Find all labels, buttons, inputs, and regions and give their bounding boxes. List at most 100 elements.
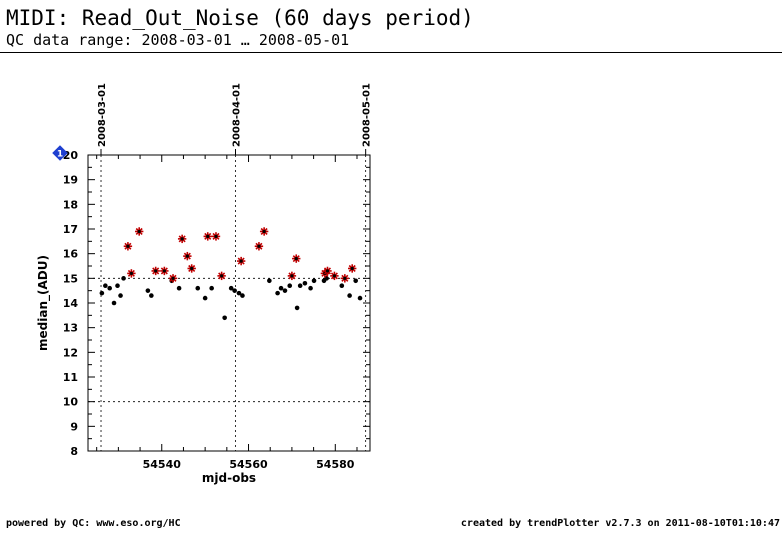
data-point-dot <box>308 285 313 291</box>
data-point-star <box>183 251 192 261</box>
y-axis-label: median_(ADU) <box>36 255 51 351</box>
y-tick-label: 10 <box>63 396 79 409</box>
star-center <box>257 244 261 248</box>
data-point-dot <box>176 285 182 291</box>
data-point-dot <box>232 288 237 293</box>
data-point-dot <box>240 293 245 298</box>
data-point-star <box>123 242 133 251</box>
y-tick-label: 15 <box>63 272 78 285</box>
data-point-star <box>292 254 301 263</box>
star-center <box>214 234 218 238</box>
date-marker-label: 2008-04-01 <box>232 83 243 147</box>
marker-badge-label: 1 <box>57 150 63 160</box>
ticks <box>88 149 370 452</box>
data-point-dot <box>287 283 293 289</box>
data-point-dot <box>297 283 303 289</box>
date-marker-label: 2008-03-01 <box>97 83 108 147</box>
star-center <box>162 269 166 273</box>
data-point-dot <box>311 278 317 284</box>
star-center <box>206 234 210 238</box>
trend-chart: 2008-03-01 2008-04-01 2008-05-01 8 9 10 11 12 13… <box>36 83 373 485</box>
data-point-dot <box>282 288 288 293</box>
star-center <box>180 237 184 241</box>
star-center <box>343 276 347 280</box>
star-center <box>129 271 133 275</box>
data-point-dot <box>302 280 308 286</box>
labels: 2008-03-01 2008-04-01 2008-05-01 8 9 10 11 12 13… <box>36 83 373 485</box>
data-point-star <box>287 271 297 281</box>
y-tick-label: 14 <box>63 297 79 310</box>
data-point-star <box>151 266 160 276</box>
footer-created-by: created by trendPlotter v2.7.3 on 2011-0… <box>460 518 780 529</box>
data-points <box>99 227 363 321</box>
star-center <box>154 269 158 273</box>
y-tick-label: 13 <box>63 322 78 335</box>
header-divider <box>0 52 782 53</box>
star-center <box>325 269 330 273</box>
data-point-dot <box>202 295 208 301</box>
x-tick-label: 54540 <box>143 458 182 471</box>
star-center <box>190 266 194 271</box>
data-point-star <box>160 266 169 276</box>
data-point-star <box>134 227 144 236</box>
grid-lines <box>88 155 370 451</box>
data-point-star <box>211 232 221 241</box>
star-center <box>220 274 224 278</box>
star-center <box>290 274 294 278</box>
y-tick-label: 16 <box>63 248 79 261</box>
data-point-star <box>236 256 246 266</box>
footer-powered-by: powered by QC: www.eso.org/HC <box>6 518 181 529</box>
data-point-star <box>217 271 226 281</box>
star-center <box>185 254 189 258</box>
data-point-dot <box>103 283 108 289</box>
star-center <box>137 229 141 234</box>
data-point-star <box>259 227 269 236</box>
date-marker-label: 2008-05-01 <box>362 83 373 147</box>
y-tick-label: 12 <box>63 346 78 359</box>
y-tick-label: 18 <box>63 198 78 211</box>
data-point-star <box>340 274 350 283</box>
data-point-star <box>330 271 339 281</box>
data-point-dot <box>275 290 280 296</box>
data-point-star <box>168 274 178 283</box>
x-tick-label: 54560 <box>229 458 268 471</box>
data-point-dot <box>339 283 345 289</box>
data-point-dot <box>228 285 234 291</box>
data-point-dot <box>357 295 363 301</box>
data-point-star <box>348 264 357 273</box>
x-axis-label: mjd-obs <box>202 471 256 485</box>
y-tick-label: 17 <box>63 223 78 236</box>
marker-badge-diamond <box>52 145 68 161</box>
data-point-dot <box>222 315 227 321</box>
data-point-star <box>187 264 196 273</box>
star-center <box>126 244 130 248</box>
data-point-dot <box>149 293 154 298</box>
plot-frame <box>87 154 371 452</box>
star-center <box>294 257 298 261</box>
data-point-dot <box>294 305 300 311</box>
star-center <box>239 259 243 263</box>
star-center <box>350 266 354 271</box>
star-center <box>332 274 337 278</box>
data-point-dot <box>111 300 117 306</box>
star-center <box>262 229 266 234</box>
data-point-star <box>177 234 187 244</box>
chart-subtitle: QC data range: 2008-03-01 … 2008-05-01 <box>6 31 350 49</box>
y-tick-label: 19 <box>63 174 78 187</box>
y-tick-label: 8 <box>70 445 78 458</box>
data-point-dot <box>209 285 214 291</box>
y-tick-label: 11 <box>63 371 78 384</box>
data-point-dot <box>107 285 112 291</box>
data-point-dot <box>353 278 358 284</box>
data-point-star <box>203 232 212 241</box>
data-point-dot <box>99 290 105 296</box>
data-point-dot <box>278 285 284 291</box>
data-point-star <box>254 242 264 251</box>
data-point-dot <box>145 288 151 293</box>
y-tick-label: 9 <box>70 420 78 433</box>
data-point-star <box>127 269 136 278</box>
x-tick-label: 54580 <box>316 458 355 471</box>
data-point-star <box>323 266 332 276</box>
data-point-dot <box>267 278 272 284</box>
star-center <box>171 276 175 280</box>
